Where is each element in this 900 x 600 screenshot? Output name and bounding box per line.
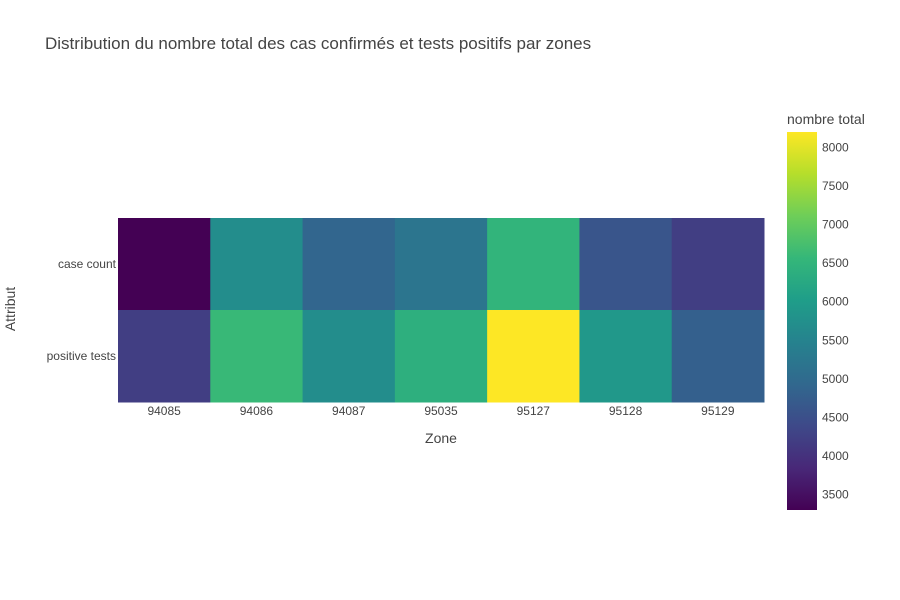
heatmap-cell (302, 218, 396, 311)
x-axis-ticks: 94085 94086 94087 95035 95127 95128 95129 (147, 404, 734, 418)
heatmap-cell (671, 310, 765, 403)
y-tick-label: case count (58, 257, 117, 271)
heatmap-cell (579, 218, 673, 311)
colorbar-tick-label: 5000 (822, 372, 849, 386)
colorbar (787, 132, 817, 510)
heatmap-cells (118, 218, 765, 403)
y-axis-title: Attribut (2, 287, 18, 331)
x-tick-label: 95128 (609, 404, 643, 418)
chart-title: Distribution du nombre total des cas con… (45, 34, 592, 53)
x-tick-label: 94086 (240, 404, 274, 418)
colorbar-tick-label: 5500 (822, 333, 849, 347)
heatmap-cell (210, 218, 304, 311)
heatmap-cell (302, 310, 396, 403)
heatmap-cell (210, 310, 304, 403)
colorbar-tick-label: 3500 (822, 488, 849, 502)
colorbar-tick-label: 6500 (822, 256, 849, 270)
colorbar-tick-label: 7000 (822, 218, 849, 232)
heatmap-cell (487, 218, 580, 311)
x-tick-label: 95127 (517, 404, 551, 418)
y-tick-label: positive tests (47, 349, 116, 363)
heatmap-cell (118, 218, 211, 311)
colorbar-tick-label: 4000 (822, 449, 849, 463)
heatmap-cell (579, 310, 673, 403)
colorbar-tick-label: 4500 (822, 410, 849, 424)
x-tick-label: 94085 (147, 404, 181, 418)
x-tick-label: 95035 (424, 404, 458, 418)
colorbar-tick-label: 7500 (822, 179, 849, 193)
y-axis-ticks: case count positive tests (47, 257, 117, 363)
heatmap-cell (394, 218, 488, 311)
colorbar-title: nombre total (787, 111, 865, 127)
x-tick-label: 95129 (701, 404, 735, 418)
colorbar-tick-label: 6000 (822, 295, 849, 309)
heatmap-cell (394, 310, 488, 403)
colorbar-ticks: 3500 4000 4500 5000 5500 6000 6500 7000 7500 8000 (822, 140, 849, 501)
x-axis-title: Zone (425, 430, 457, 446)
colorbar-tick-label: 8000 (822, 140, 849, 154)
x-tick-label: 94087 (332, 404, 366, 418)
heatmap-cell (487, 310, 580, 403)
heatmap-cell (118, 310, 211, 403)
heatmap-cell (671, 218, 765, 311)
